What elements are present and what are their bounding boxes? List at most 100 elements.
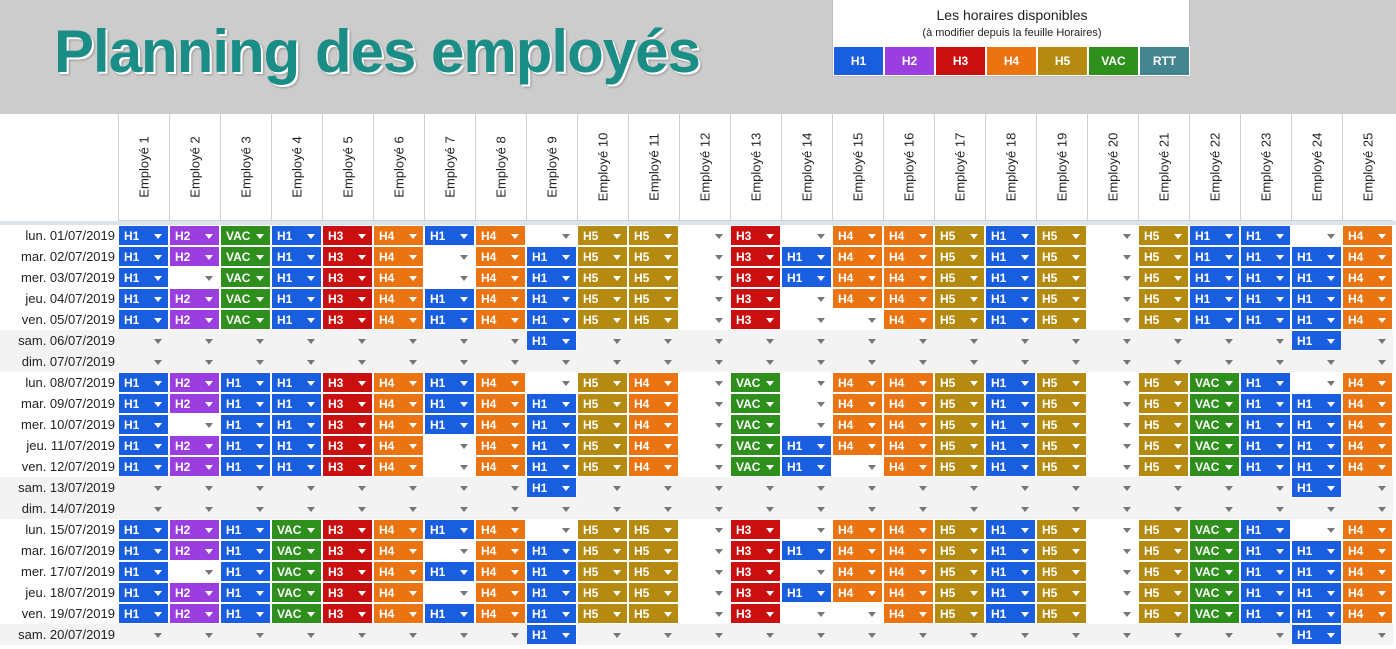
dropdown-arrow-icon[interactable] [307, 234, 315, 239]
shift-dropdown[interactable] [832, 624, 883, 645]
dropdown-arrow-icon[interactable] [256, 612, 264, 617]
dropdown-arrow-icon[interactable] [1123, 528, 1131, 533]
shift-dropdown[interactable]: H5 [1036, 561, 1087, 582]
shift-dropdown[interactable]: H5 [1036, 435, 1087, 456]
shift-dropdown[interactable]: VAC [1189, 393, 1240, 414]
shift-dropdown[interactable] [373, 351, 424, 372]
shift-dropdown[interactable] [1342, 351, 1393, 372]
shift-dropdown[interactable]: H5 [1138, 561, 1189, 582]
shift-dropdown[interactable]: H1 [526, 309, 577, 330]
shift-dropdown[interactable]: H5 [1036, 288, 1087, 309]
dropdown-arrow-icon[interactable] [1123, 318, 1131, 323]
shift-dropdown[interactable] [985, 477, 1036, 498]
shift-dropdown[interactable] [220, 477, 271, 498]
dropdown-arrow-icon[interactable] [511, 507, 519, 512]
dropdown-arrow-icon[interactable] [970, 486, 978, 491]
dropdown-arrow-icon[interactable] [1123, 507, 1131, 512]
shift-dropdown[interactable] [1087, 372, 1138, 393]
shift-dropdown[interactable]: H1 [1240, 540, 1291, 561]
shift-dropdown[interactable]: H1 [271, 435, 322, 456]
dropdown-arrow-icon[interactable] [817, 465, 825, 470]
dropdown-arrow-icon[interactable] [1276, 255, 1284, 260]
dropdown-arrow-icon[interactable] [817, 528, 825, 533]
dropdown-arrow-icon[interactable] [409, 423, 417, 428]
dropdown-arrow-icon[interactable] [613, 465, 621, 470]
shift-dropdown[interactable]: H4 [883, 582, 934, 603]
dropdown-arrow-icon[interactable] [1021, 591, 1029, 596]
dropdown-arrow-icon[interactable] [1123, 549, 1131, 554]
shift-dropdown[interactable]: H1 [220, 435, 271, 456]
shift-dropdown[interactable] [730, 624, 781, 645]
dropdown-arrow-icon[interactable] [154, 612, 162, 617]
shift-dropdown[interactable]: H2 [169, 288, 220, 309]
shift-dropdown[interactable]: H4 [373, 372, 424, 393]
shift-dropdown[interactable] [934, 477, 985, 498]
dropdown-arrow-icon[interactable] [307, 381, 315, 386]
shift-dropdown[interactable]: H4 [883, 309, 934, 330]
shift-dropdown[interactable]: H4 [1342, 288, 1393, 309]
dropdown-arrow-icon[interactable] [1276, 423, 1284, 428]
dropdown-arrow-icon[interactable] [1378, 360, 1386, 365]
shift-dropdown[interactable]: H5 [628, 603, 679, 624]
shift-dropdown[interactable] [271, 624, 322, 645]
shift-dropdown[interactable] [526, 225, 577, 246]
shift-dropdown[interactable]: H2 [169, 456, 220, 477]
dropdown-arrow-icon[interactable] [307, 360, 315, 365]
shift-dropdown[interactable] [934, 498, 985, 519]
dropdown-arrow-icon[interactable] [1021, 465, 1029, 470]
dropdown-arrow-icon[interactable] [817, 591, 825, 596]
shift-dropdown[interactable]: H5 [934, 435, 985, 456]
dropdown-arrow-icon[interactable] [1072, 402, 1080, 407]
dropdown-arrow-icon[interactable] [1276, 381, 1284, 386]
dropdown-arrow-icon[interactable] [562, 423, 570, 428]
dropdown-arrow-icon[interactable] [511, 486, 519, 491]
shift-dropdown[interactable]: H4 [373, 519, 424, 540]
shift-dropdown[interactable]: H4 [1342, 267, 1393, 288]
dropdown-arrow-icon[interactable] [460, 255, 468, 260]
shift-dropdown[interactable]: H5 [1138, 246, 1189, 267]
shift-dropdown[interactable]: H5 [1138, 225, 1189, 246]
dropdown-arrow-icon[interactable] [511, 570, 519, 575]
shift-dropdown[interactable]: H4 [373, 246, 424, 267]
dropdown-arrow-icon[interactable] [817, 570, 825, 575]
dropdown-arrow-icon[interactable] [919, 486, 927, 491]
dropdown-arrow-icon[interactable] [664, 423, 672, 428]
shift-dropdown[interactable]: H1 [220, 372, 271, 393]
dropdown-arrow-icon[interactable] [715, 276, 723, 281]
dropdown-arrow-icon[interactable] [766, 402, 774, 407]
shift-dropdown[interactable]: H4 [832, 561, 883, 582]
shift-dropdown[interactable]: H1 [424, 309, 475, 330]
dropdown-arrow-icon[interactable] [1276, 528, 1284, 533]
dropdown-arrow-icon[interactable] [817, 360, 825, 365]
dropdown-arrow-icon[interactable] [1021, 444, 1029, 449]
shift-dropdown[interactable]: H1 [118, 288, 169, 309]
shift-dropdown[interactable] [169, 414, 220, 435]
dropdown-arrow-icon[interactable] [205, 507, 213, 512]
dropdown-arrow-icon[interactable] [205, 381, 213, 386]
dropdown-arrow-icon[interactable] [1021, 633, 1029, 638]
shift-dropdown[interactable] [832, 498, 883, 519]
shift-dropdown[interactable]: VAC [271, 582, 322, 603]
shift-dropdown[interactable] [220, 330, 271, 351]
dropdown-arrow-icon[interactable] [511, 318, 519, 323]
dropdown-arrow-icon[interactable] [868, 297, 876, 302]
dropdown-arrow-icon[interactable] [1327, 486, 1335, 491]
shift-dropdown[interactable]: H5 [1036, 309, 1087, 330]
shift-dropdown[interactable]: H2 [169, 540, 220, 561]
shift-dropdown[interactable]: H4 [475, 603, 526, 624]
dropdown-arrow-icon[interactable] [307, 276, 315, 281]
dropdown-arrow-icon[interactable] [919, 297, 927, 302]
shift-dropdown[interactable]: H1 [526, 330, 577, 351]
dropdown-arrow-icon[interactable] [154, 423, 162, 428]
shift-dropdown[interactable]: H1 [271, 372, 322, 393]
dropdown-arrow-icon[interactable] [358, 465, 366, 470]
dropdown-arrow-icon[interactable] [766, 528, 774, 533]
dropdown-arrow-icon[interactable] [613, 444, 621, 449]
dropdown-arrow-icon[interactable] [154, 234, 162, 239]
shift-dropdown[interactable]: H1 [1240, 561, 1291, 582]
dropdown-arrow-icon[interactable] [1072, 612, 1080, 617]
shift-dropdown[interactable] [118, 498, 169, 519]
dropdown-arrow-icon[interactable] [868, 591, 876, 596]
dropdown-arrow-icon[interactable] [256, 507, 264, 512]
shift-dropdown[interactable]: VAC [1189, 561, 1240, 582]
